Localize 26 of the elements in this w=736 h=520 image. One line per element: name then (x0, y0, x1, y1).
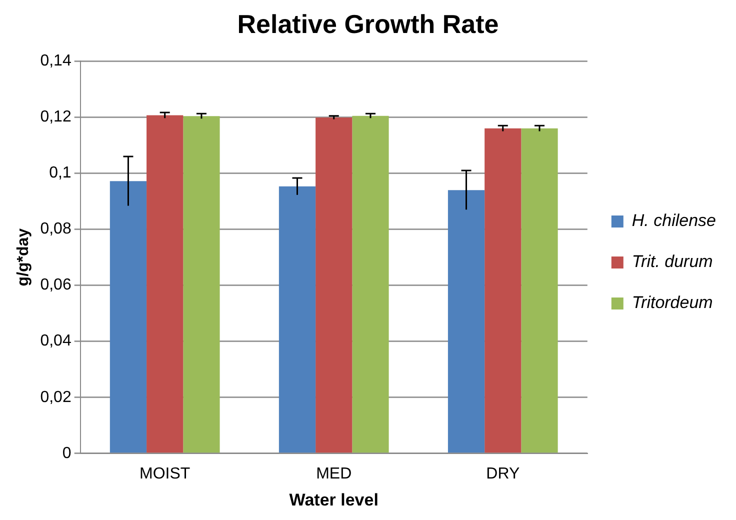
y-tick-label: 0 (62, 444, 72, 462)
x-tick-label: MED (316, 465, 352, 482)
legend-label: H. chilense (632, 211, 716, 230)
x-tick-label: MOIST (140, 465, 190, 482)
y-axis-title: g/g*day (15, 228, 32, 286)
legend-label: Tritordeum (632, 293, 713, 312)
y-tick-label: 0,14 (40, 52, 72, 70)
bar (278, 186, 316, 453)
bar (183, 116, 220, 453)
y-tick-label: 0,08 (40, 220, 72, 238)
x-axis-title: Water level (289, 490, 378, 510)
bar (146, 115, 184, 453)
bar (110, 181, 147, 453)
y-tick-label: 0,04 (40, 332, 72, 350)
y-tick-label: 0,06 (40, 276, 72, 294)
chart-title: Relative Growth Rate (237, 8, 499, 39)
bar (521, 128, 558, 453)
y-tick-label: 0,02 (40, 388, 72, 406)
y-tick-label: 0,1 (49, 164, 72, 182)
bar (316, 118, 352, 453)
bar (448, 190, 485, 453)
legend-label: Trit. durum (632, 252, 713, 272)
x-tick-label: DRY (486, 465, 520, 482)
y-tick-label: 0,12 (40, 108, 72, 126)
bar (352, 116, 389, 453)
bar (484, 128, 522, 453)
